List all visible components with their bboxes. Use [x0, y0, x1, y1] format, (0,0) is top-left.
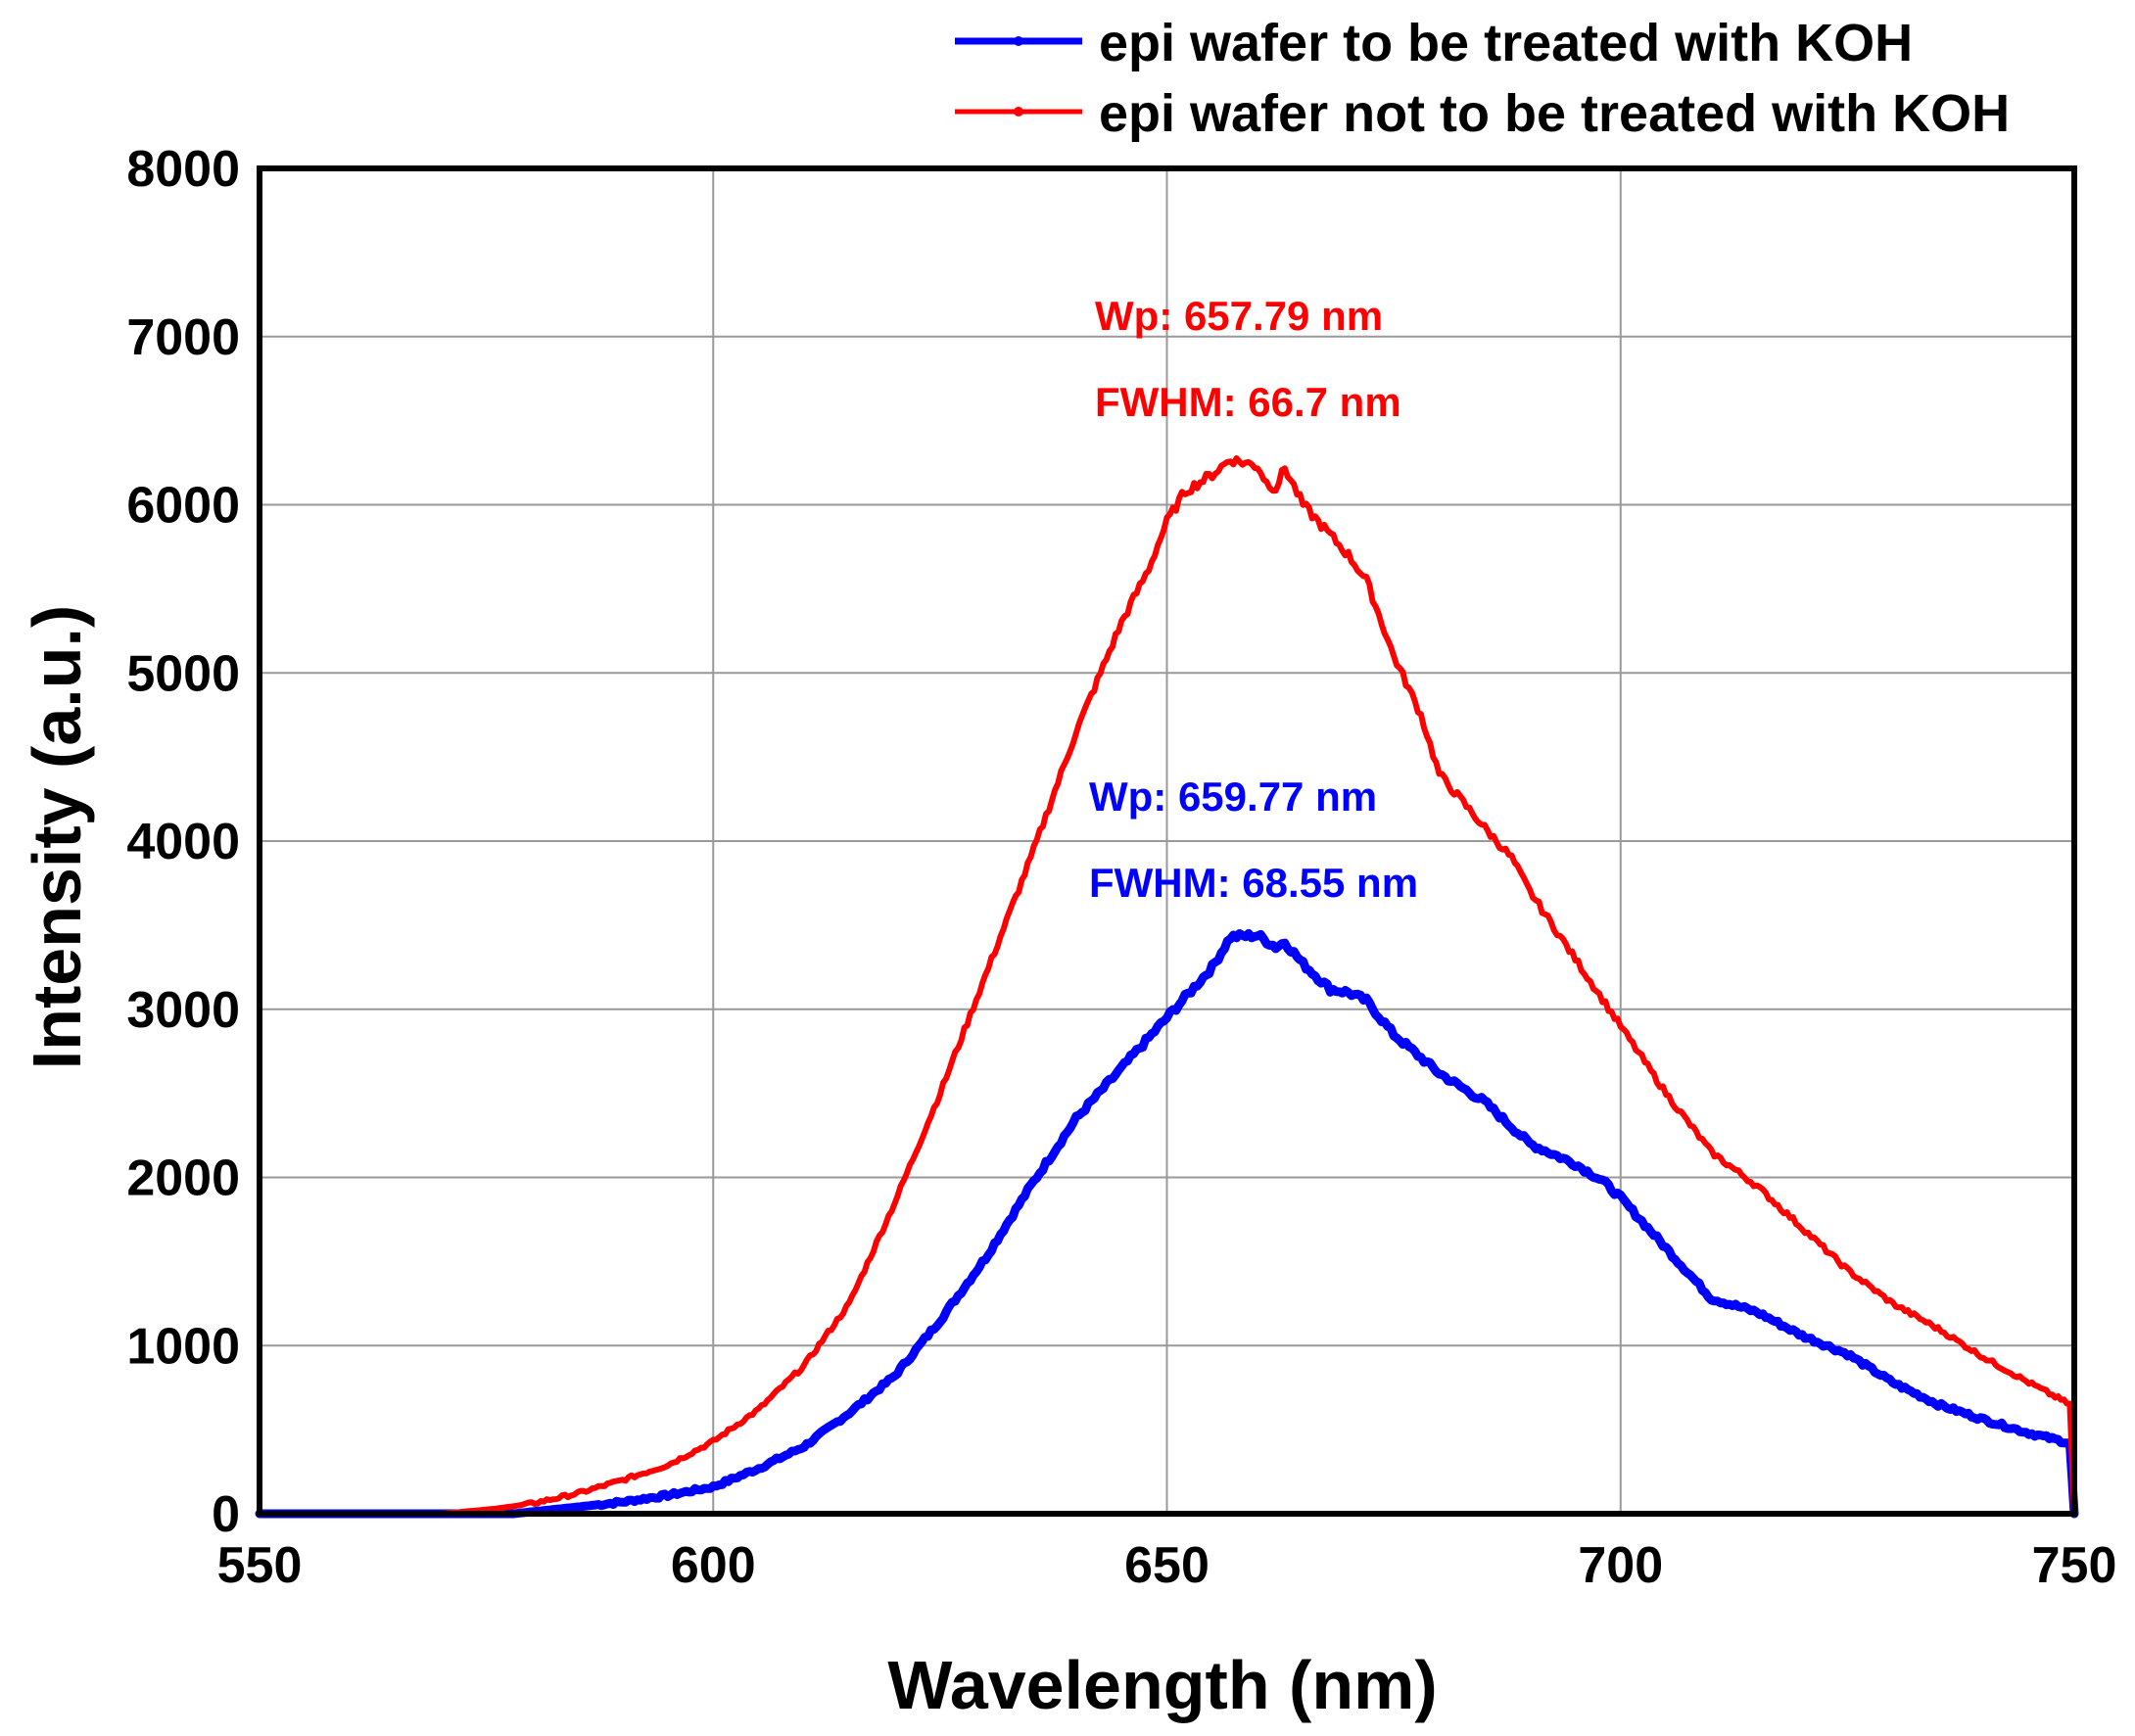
legend-label: epi wafer not to be treated with KOH: [1099, 84, 2010, 143]
x-tick-label: 750: [2032, 1537, 2117, 1594]
y-tick-label: 7000: [126, 309, 240, 366]
annotation-fwhm: FWHM: 68.55 nm: [1089, 860, 1418, 906]
annotation-wp: Wp: 657.79 nm: [1095, 293, 1383, 339]
x-axis-title: Wavelength (nm): [887, 1647, 1437, 1723]
y-tick-label: 6000: [126, 478, 240, 535]
y-tick-label: 0: [212, 1486, 240, 1543]
series-layer: [255, 455, 2079, 1519]
y-tick-label: 4000: [126, 814, 240, 870]
legend-label: epi wafer to be treated with KOH: [1099, 14, 1913, 72]
axis-ticks: 550 600 650 700 750 0 1000 2000 3000 4000 5000 6000…: [126, 141, 2116, 1594]
x-tick-label: 650: [1124, 1537, 1210, 1594]
series-line-2: [257, 455, 2077, 1517]
y-tick-label: 3000: [126, 982, 240, 1039]
plot-frame: [257, 165, 2077, 1517]
x-tick-label: 550: [217, 1537, 303, 1594]
y-tick-label: 1000: [126, 1318, 240, 1375]
series-line-1: [255, 928, 2079, 1519]
y-axis-title: Intensity (a.u.): [19, 605, 95, 1069]
y-tick-label: 8000: [126, 141, 240, 198]
x-tick-label: 700: [1578, 1537, 1663, 1594]
annotation-fwhm: FWHM: 66.7 nm: [1095, 379, 1401, 425]
x-tick-label: 600: [671, 1537, 756, 1594]
y-tick-label: 2000: [126, 1150, 240, 1207]
annotations: Wp: 657.79 nm FWHM: 66.7 nm Wp: 659.77 nm F…: [1089, 293, 1418, 906]
y-tick-label: 5000: [126, 645, 240, 702]
grid-lines: [260, 168, 2074, 1514]
legend-marker: [1014, 36, 1023, 46]
annotation-wp: Wp: 659.77 nm: [1089, 774, 1377, 820]
legend-marker: [1014, 107, 1023, 117]
legend: epi wafer to be treated with KOH epi wafe…: [955, 14, 2010, 143]
